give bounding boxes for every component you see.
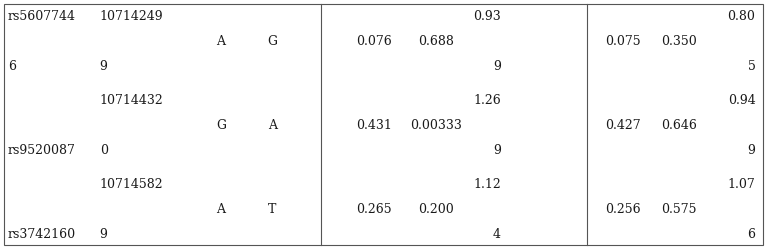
Text: A: A [216,35,225,48]
Text: A: A [268,118,277,132]
Text: 0.265: 0.265 [357,202,392,215]
Text: A: A [216,202,225,215]
Text: G: G [267,35,278,48]
Text: 0.688: 0.688 [418,35,453,48]
Text: 4: 4 [493,227,501,240]
Text: 5: 5 [748,60,755,73]
Text: 1.07: 1.07 [728,177,755,190]
Text: 6: 6 [8,60,15,73]
Text: 0.256: 0.256 [605,202,640,215]
Text: 0.200: 0.200 [418,202,453,215]
Text: 0.94: 0.94 [728,94,755,106]
Text: 1.12: 1.12 [473,177,501,190]
Text: G: G [216,118,226,132]
Text: 0: 0 [100,144,107,156]
Text: 1.26: 1.26 [473,94,501,106]
Text: 0.350: 0.350 [661,35,696,48]
Text: 0.575: 0.575 [661,202,696,215]
Text: 10714249: 10714249 [100,10,163,23]
Text: 0.075: 0.075 [605,35,640,48]
Text: T: T [268,202,276,215]
Text: 9: 9 [493,60,501,73]
Text: rs5607744: rs5607744 [8,10,76,23]
Text: 0.076: 0.076 [357,35,392,48]
Text: 9: 9 [100,60,107,73]
Text: 0.93: 0.93 [473,10,501,23]
Text: 0.80: 0.80 [728,10,755,23]
Text: 9: 9 [748,144,755,156]
Text: 10714432: 10714432 [100,94,163,106]
Text: rs3742160: rs3742160 [8,227,76,240]
Text: 9: 9 [100,227,107,240]
Text: 0.427: 0.427 [605,118,640,132]
Text: 9: 9 [493,144,501,156]
Text: 0.431: 0.431 [357,118,392,132]
Text: 10714582: 10714582 [100,177,163,190]
Text: 0.646: 0.646 [661,118,696,132]
Text: rs9520087: rs9520087 [8,144,75,156]
Text: 0.00333: 0.00333 [410,118,462,132]
Text: 6: 6 [748,227,755,240]
